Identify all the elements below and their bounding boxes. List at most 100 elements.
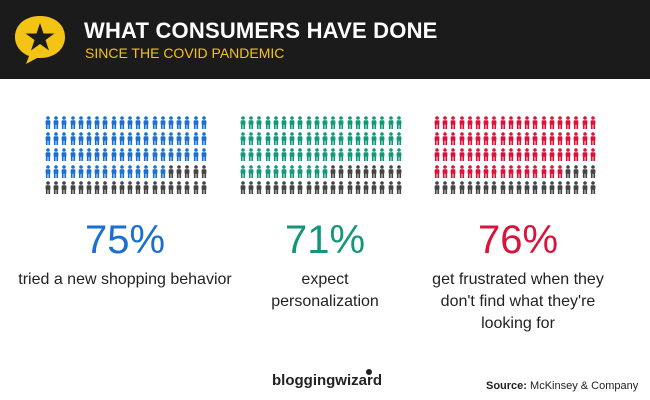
person-icon (200, 116, 208, 129)
person-icon (313, 148, 321, 162)
person-icon (126, 148, 134, 162)
page-title: WHAT CONSUMERS HAVE DONE (84, 18, 438, 43)
person-icon (346, 148, 354, 162)
person-icon (183, 132, 191, 146)
person-icon (264, 132, 272, 146)
person-icon (52, 164, 60, 178)
person-icon (321, 116, 329, 129)
person-icon (515, 116, 523, 129)
person-icon (101, 180, 109, 194)
person-icon (247, 132, 255, 146)
person-icon (564, 132, 572, 146)
person-icon (581, 132, 589, 146)
person-icon (337, 116, 345, 129)
person-icon (69, 116, 77, 129)
person-icon (175, 164, 183, 178)
person-icon (540, 132, 548, 146)
person-icon (134, 116, 142, 129)
person-icon (370, 148, 378, 162)
person-icon (572, 148, 580, 162)
source-credit: Source: McKinsey & Company (486, 380, 638, 392)
person-icon (264, 148, 272, 162)
person-icon (183, 180, 191, 194)
person-icon (126, 164, 134, 178)
person-icon (387, 148, 395, 162)
person-icon (264, 180, 272, 194)
person-icon (370, 180, 378, 194)
person-icon (60, 164, 68, 178)
person-icon (490, 164, 498, 178)
person-icon (346, 116, 354, 129)
person-icon (466, 132, 474, 146)
person-icon (482, 164, 490, 178)
person-icon (272, 164, 280, 178)
person-icon (142, 180, 150, 194)
person-icon (280, 116, 288, 129)
person-icon (93, 180, 101, 194)
person-icon (44, 132, 52, 146)
person-icon (142, 132, 150, 146)
person-icon (321, 132, 329, 146)
person-icon (540, 180, 548, 194)
person-icon (458, 164, 466, 178)
person-icon (441, 116, 449, 129)
person-icon (52, 116, 60, 129)
person-icon (118, 148, 126, 162)
person-icon (523, 164, 531, 178)
person-icon (346, 164, 354, 178)
source-text: McKinsey & Company (530, 380, 639, 392)
person-icon (200, 180, 208, 194)
person-icon (167, 132, 175, 146)
person-icon (564, 180, 572, 194)
person-icon (101, 148, 109, 162)
person-icon (183, 116, 191, 129)
stat-percentage: 75% (84, 218, 166, 262)
person-icon (247, 164, 255, 178)
person-icon (280, 164, 288, 178)
person-icon (490, 180, 498, 194)
person-icon (387, 132, 395, 146)
person-icon (313, 132, 321, 146)
person-icon (321, 164, 329, 178)
person-icon (313, 164, 321, 178)
person-icon (288, 180, 296, 194)
person-icon (337, 148, 345, 162)
person-icon (548, 116, 556, 129)
person-icon (69, 148, 77, 162)
person-icon (329, 148, 337, 162)
person-icon (531, 148, 539, 162)
person-icon (110, 164, 118, 178)
person-icon (449, 116, 457, 129)
person-icon (337, 180, 345, 194)
person-icon (499, 180, 507, 194)
person-icon (272, 132, 280, 146)
person-icon (159, 180, 167, 194)
person-icon (395, 116, 403, 129)
person-icon (60, 132, 68, 146)
person-icon (556, 164, 564, 178)
person-icon (507, 148, 515, 162)
person-icon (482, 116, 490, 129)
person-icon (354, 164, 362, 178)
person-icon (69, 164, 77, 178)
person-icon (313, 116, 321, 129)
person-icon (548, 180, 556, 194)
person-icon (142, 164, 150, 178)
person-icon (126, 132, 134, 146)
person-icon (110, 148, 118, 162)
person-icon (507, 164, 515, 178)
person-icon (134, 164, 142, 178)
person-icon (247, 116, 255, 129)
person-icon (589, 132, 597, 146)
person-icon (288, 116, 296, 129)
person-icon (564, 148, 572, 162)
person-icon (499, 116, 507, 129)
person-icon (93, 116, 101, 129)
person-icon (433, 132, 441, 146)
person-icon (370, 132, 378, 146)
person-icon (499, 164, 507, 178)
person-icon (126, 180, 134, 194)
person-icon (337, 164, 345, 178)
person-icon (564, 116, 572, 129)
person-icon (85, 164, 93, 178)
